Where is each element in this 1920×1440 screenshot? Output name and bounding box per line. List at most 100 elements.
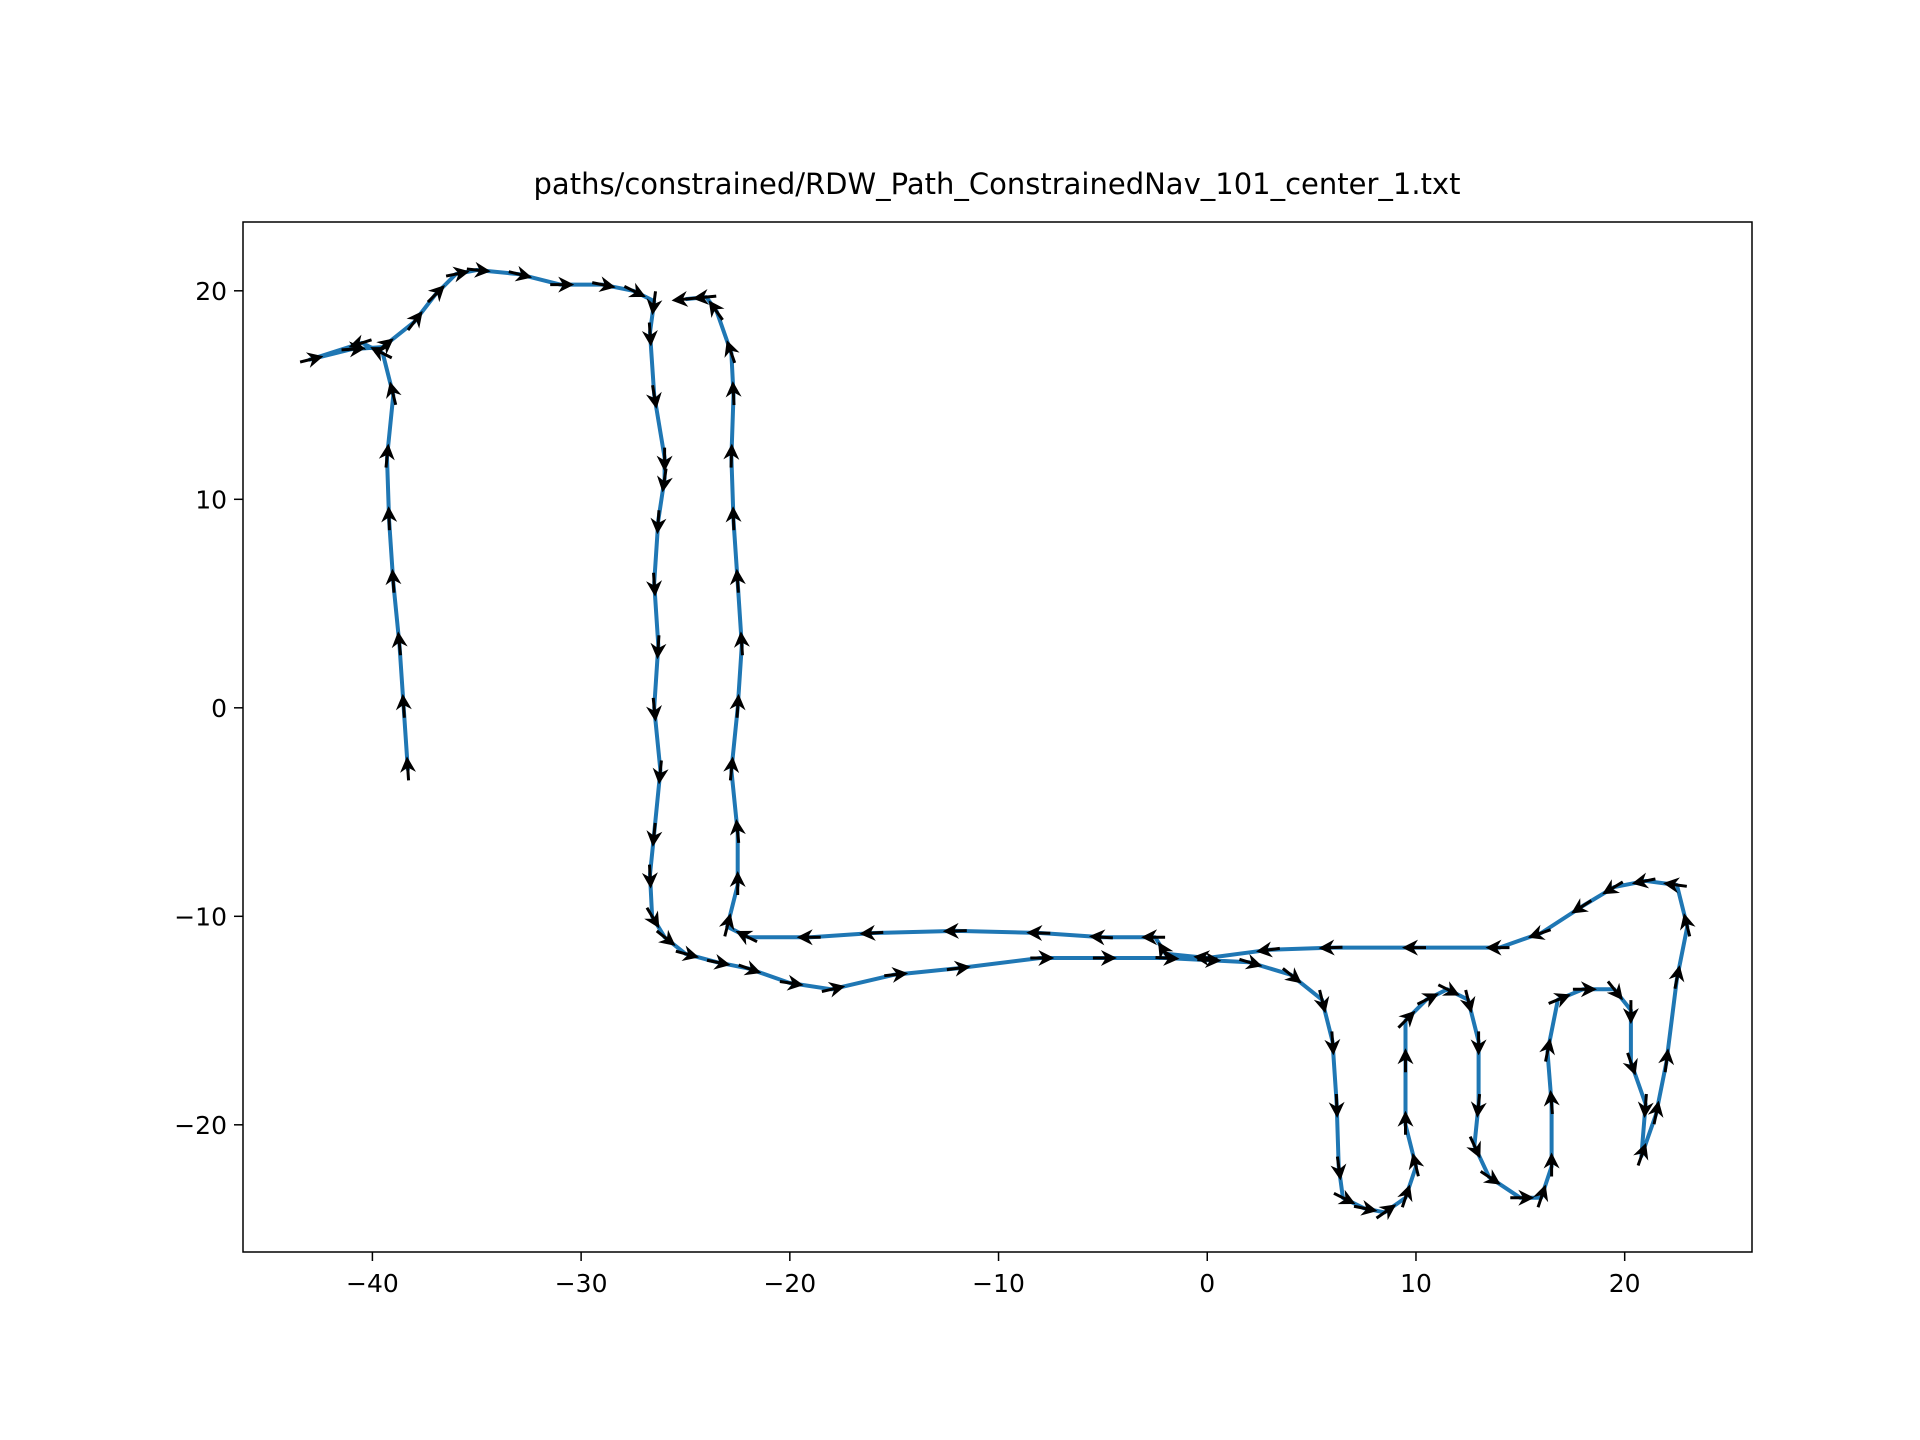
y-tick-label: 20 <box>195 277 227 306</box>
direction-arrow <box>1088 929 1113 946</box>
direction-arrow <box>1485 939 1510 956</box>
direction-arrow <box>378 443 395 468</box>
direction-arrow <box>650 510 667 535</box>
direction-arrow <box>706 953 731 970</box>
direction-arrow <box>1353 1199 1378 1216</box>
direction-arrow <box>1470 1093 1487 1118</box>
direction-arrow <box>859 924 884 941</box>
direction-arrow <box>1459 989 1476 1014</box>
direction-arrow <box>1622 1000 1639 1025</box>
direction-arrow <box>796 929 821 946</box>
direction-arrow <box>550 276 575 293</box>
direction-arrow <box>1397 1048 1414 1073</box>
direction-arrow <box>370 347 393 362</box>
direction-arrow <box>466 261 491 278</box>
direction-arrow <box>1328 1093 1345 1118</box>
x-tick-label: −30 <box>555 1269 608 1298</box>
direction-arrow <box>1668 965 1685 990</box>
x-tick-label: −10 <box>972 1269 1025 1298</box>
direction-arrow <box>779 974 804 991</box>
direction-arrow <box>729 693 746 718</box>
direction-arrow <box>374 338 394 355</box>
direction-arrow <box>645 384 662 409</box>
direction-arrow <box>1658 1048 1675 1073</box>
direction-arrow <box>1633 1142 1649 1167</box>
direction-arrow <box>1663 877 1688 894</box>
direction-arrow <box>1548 993 1571 1008</box>
direction-arrow <box>1466 1136 1481 1159</box>
direction-arrow <box>884 966 909 983</box>
direction-arrow <box>341 341 366 358</box>
direction-arrow <box>644 906 660 929</box>
direction-arrow <box>724 340 740 364</box>
direction-arrow <box>656 447 673 472</box>
x-tick-label: −20 <box>763 1269 816 1298</box>
direction-arrow <box>1141 929 1166 946</box>
direction-arrow <box>729 871 746 895</box>
direction-arrow <box>1256 941 1281 958</box>
direction-arrow <box>591 276 616 293</box>
direction-arrow <box>1631 872 1656 889</box>
direction-arrow <box>723 443 740 468</box>
direction-arrow <box>725 506 742 531</box>
direction-arrow <box>723 756 740 781</box>
direction-arrow <box>1193 950 1218 967</box>
direction-arrow <box>1416 993 1439 1008</box>
direction-arrow <box>708 300 725 321</box>
direction-arrow <box>385 568 402 593</box>
direction-arrow <box>508 265 533 282</box>
direction-arrow <box>646 822 663 847</box>
direction-arrow <box>652 760 669 785</box>
y-tick-label: −20 <box>174 1111 227 1140</box>
direction-arrow <box>1543 1152 1560 1177</box>
direction-arrow <box>1333 1189 1356 1205</box>
direction-arrow <box>391 631 408 656</box>
direction-arrow <box>733 631 750 656</box>
y-tick-label: 0 <box>211 694 227 723</box>
direction-arrow <box>386 381 402 406</box>
direction-arrow <box>1318 939 1343 956</box>
direction-arrow <box>623 282 646 298</box>
direction-arrow <box>671 290 696 307</box>
direction-arrow <box>656 468 673 493</box>
y-tick-label: −10 <box>174 902 227 931</box>
direction-arrow <box>1158 941 1174 964</box>
direction-arrow <box>299 352 324 368</box>
direction-arrow <box>1397 1184 1413 1208</box>
direction-arrow <box>1510 1189 1535 1206</box>
direction-arrow <box>1092 950 1117 966</box>
direction-arrow <box>1197 952 1222 968</box>
direction-arrow <box>1281 967 1302 984</box>
direction-arrow <box>1527 924 1552 940</box>
chart-title: paths/constrained/RDW_Path_ConstrainedNa… <box>534 167 1461 201</box>
direction-arrow <box>675 945 700 962</box>
direction-arrow <box>1408 1152 1425 1177</box>
direction-arrow <box>718 913 735 937</box>
direction-arrow <box>1330 1156 1347 1181</box>
direction-arrow <box>646 572 663 597</box>
direction-arrow <box>735 930 758 946</box>
direction-arrow <box>1543 1090 1560 1115</box>
direction-arrow <box>1680 913 1696 937</box>
direction-arrow <box>729 568 746 593</box>
direction-arrow <box>641 864 658 889</box>
direction-arrow <box>1030 950 1055 966</box>
direction-arrow <box>1479 1169 1501 1185</box>
direction-arrow <box>1402 939 1426 956</box>
direction-arrow <box>1470 1031 1487 1056</box>
direction-arrow <box>942 922 967 939</box>
path-line <box>307 268 1690 1215</box>
direction-arrow <box>729 818 746 843</box>
x-tick-label: 10 <box>1400 1269 1432 1298</box>
direction-arrow <box>692 288 717 305</box>
direction-arrow <box>1647 1100 1664 1125</box>
direction-arrow <box>646 697 662 722</box>
direction-arrow <box>1532 1184 1549 1208</box>
plot-frame <box>242 221 1753 1253</box>
x-tick-label: −40 <box>346 1269 399 1298</box>
direction-arrow <box>1375 1204 1397 1221</box>
direction-arrow <box>738 960 762 976</box>
direction-arrow <box>406 311 423 331</box>
direction-arrow <box>641 322 658 347</box>
